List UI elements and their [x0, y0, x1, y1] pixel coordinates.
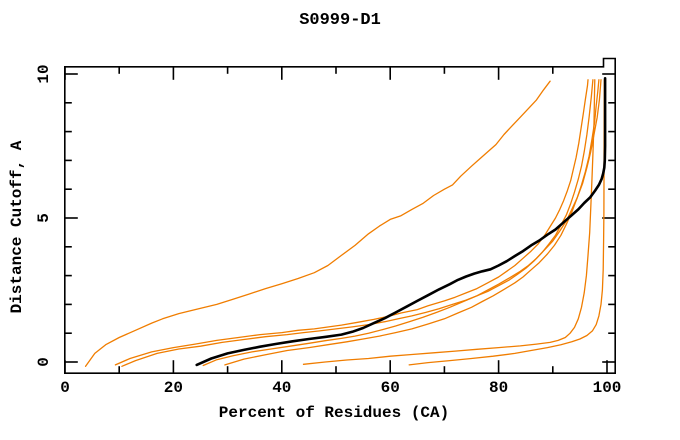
y-tick-label: 10: [35, 64, 53, 84]
curve-orange-7: [408, 79, 605, 366]
curve-black-main: [195, 77, 607, 367]
curve-orange-2: [114, 79, 589, 366]
x-tick-label: 40: [272, 379, 292, 397]
plot-frame: [64, 57, 616, 374]
y-axis-label: Distance Cutoff, A: [8, 140, 26, 314]
x-tick-label: 20: [163, 379, 183, 397]
x-tick-label: 100: [592, 379, 622, 397]
x-tick-label: 60: [380, 379, 400, 397]
curve-orange-5: [224, 79, 602, 366]
curve-orange-1: [84, 80, 551, 367]
x-tick-label: 0: [60, 379, 70, 397]
chart-title: S0999-D1: [299, 11, 381, 30]
curve-orange-3: [121, 79, 594, 367]
x-tick-label: 80: [488, 379, 509, 397]
curve-orange-6: [302, 79, 596, 365]
y-tick-label: 0: [35, 357, 53, 367]
curve-orange-4: [202, 79, 600, 367]
y-tick-label: 5: [35, 213, 53, 223]
x-axis-label: Percent of Residues (CA): [218, 404, 450, 422]
